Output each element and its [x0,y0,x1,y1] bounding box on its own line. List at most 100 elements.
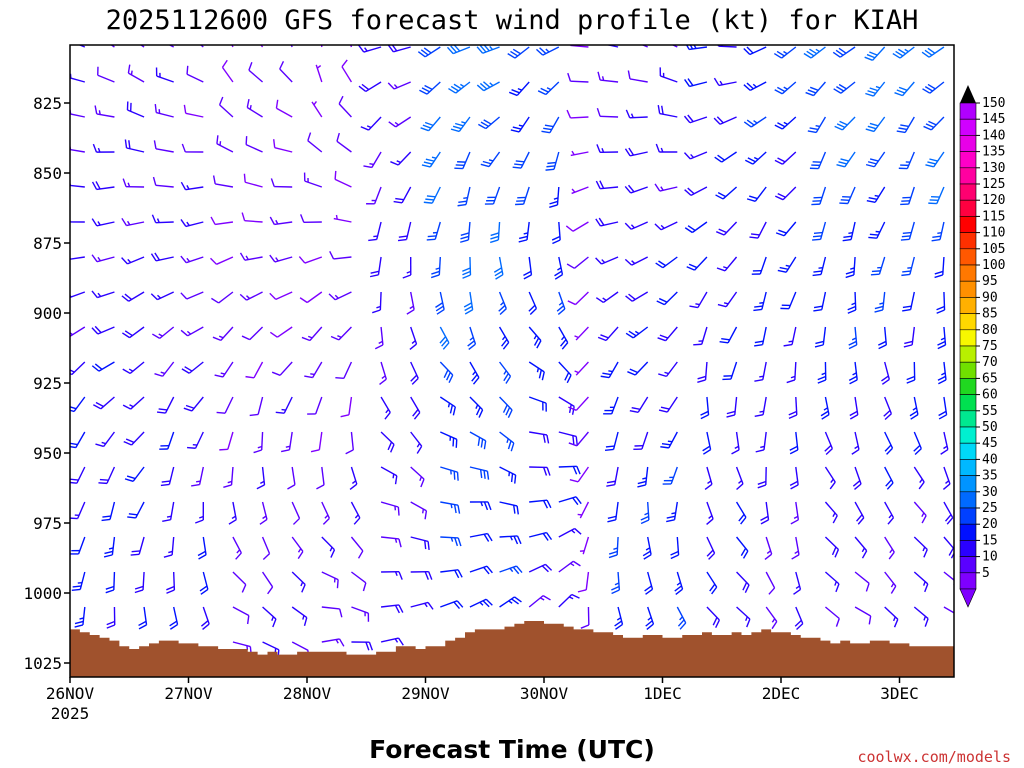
wind-barb [868,221,886,239]
wind-barb [658,396,678,413]
wind-barb [316,466,325,490]
wind-barb [130,536,145,556]
wind-barb [300,214,322,224]
y-tick-label: 825 [33,94,62,113]
wind-barb [239,252,263,261]
wind-barb [528,291,538,315]
wind-barb [499,396,513,418]
wind-barb [121,291,145,302]
wind-barb [736,571,750,593]
wind-barb [600,361,619,379]
wind-barb [774,81,797,95]
wind-barb [476,81,500,92]
wind-barb [150,291,174,301]
wind-barb [627,361,649,376]
colorbar-swatch [959,329,977,347]
wind-barb [351,571,367,592]
wind-barb [903,326,916,348]
wind-barb [928,186,945,205]
wind-barb [469,532,493,542]
wind-barb [70,326,86,338]
wind-barb [450,116,471,133]
wind-barb [597,326,619,342]
wind-barb [103,536,116,558]
wind-barb [499,535,522,545]
y-tick-label: 1025 [23,654,62,673]
wind-barb [713,77,737,87]
colorbar-swatch [959,361,977,379]
wind-barb [410,431,423,454]
x-axis-label: Forecast Time (UTC) [369,735,655,764]
wind-barb [644,571,654,595]
wind-barb [97,66,115,83]
wind-barb [298,256,323,264]
wind-barb [931,221,945,242]
colorbar-label: 140 [982,128,1005,143]
wind-barb [937,361,947,385]
wind-barb [499,565,523,575]
wind-barb [883,396,893,420]
wind-barb [232,536,242,560]
wind-barb [440,569,463,579]
wind-barb [716,256,738,272]
colorbar-swatch [959,491,977,509]
wind-barb [380,536,402,548]
wind-barb [754,326,767,347]
wind-barb [901,256,915,277]
wind-barb [421,151,441,168]
x-tick-label: 27NOV [164,684,213,703]
wind-barb [684,221,708,234]
wind-barb [535,46,560,56]
wind-barb [180,326,204,337]
wind-barb [577,571,590,593]
wind-barb [440,536,462,547]
wind-barb [764,536,773,560]
wind-barb [706,536,716,560]
wind-barb [624,221,648,230]
wind-barb [614,606,624,630]
wind-barb [934,256,945,279]
wind-barb [529,466,551,476]
wind-barb [937,326,947,350]
wind-barb [402,256,412,279]
wind-barb [713,116,737,125]
wind-barb [884,501,895,525]
wind-barb [760,501,770,525]
wind-barb [655,256,678,269]
wind-barb [70,109,85,118]
wind-barb [273,139,293,153]
wind-barb [943,501,954,525]
wind-barb [498,326,510,350]
wind-barb [380,501,400,516]
wind-barb [152,176,174,188]
wind-barb [393,186,412,204]
wind-barb [493,256,504,280]
wind-barb [751,256,767,275]
wind-barb [469,501,492,511]
wind-barb [716,221,738,236]
wind-barb [155,67,174,83]
wind-barb [440,431,458,448]
wind-barb [216,135,234,153]
wind-barb [70,256,85,260]
colorbar-label: 65 [982,371,998,386]
wind-barb [280,431,293,453]
wind-barb [608,536,619,559]
wind-barb [259,501,268,525]
wind-barb [666,501,679,523]
wind-barb [743,116,767,128]
wind-barb [642,536,652,560]
wind-barb [881,361,890,385]
colorbar-label: 80 [982,323,998,338]
wind-barb [122,178,145,188]
wind-barb [814,326,827,348]
wind-barb [774,151,797,165]
colorbar-swatch [959,280,977,298]
wind-barb [350,536,364,559]
wind-barb [824,571,840,593]
wind-barb [410,601,434,610]
wind-barb [913,501,927,524]
wind-barb [397,221,412,242]
wind-barb [214,361,234,378]
wind-barb [884,606,899,628]
